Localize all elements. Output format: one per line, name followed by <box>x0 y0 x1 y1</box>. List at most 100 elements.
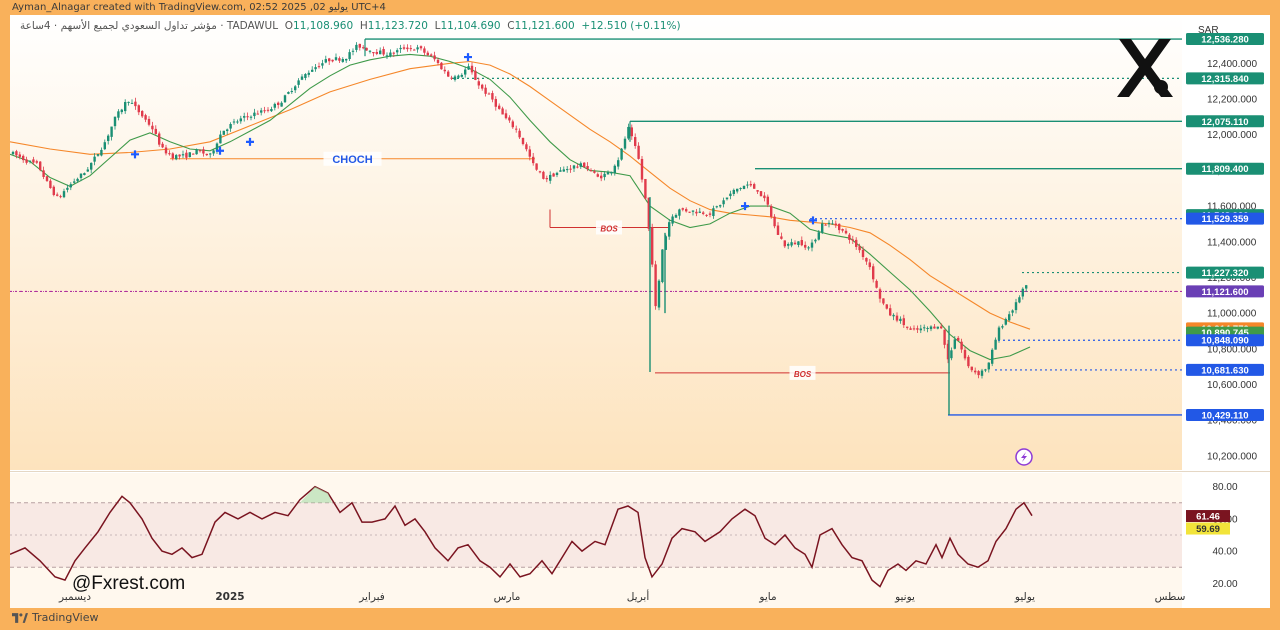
candle-body <box>787 244 790 246</box>
candle-body <box>766 196 769 205</box>
candle-body <box>15 151 18 156</box>
candle-body <box>290 91 293 93</box>
candle-body <box>96 154 100 156</box>
candle-body <box>559 170 562 172</box>
candle-body <box>341 59 344 62</box>
candle-body <box>498 105 501 109</box>
candle-body <box>722 200 725 205</box>
candle-body <box>215 143 219 152</box>
candle-body <box>511 121 514 128</box>
candle-body <box>521 137 525 145</box>
close-value: 11,121.600 <box>514 20 575 32</box>
candle-body <box>943 329 946 345</box>
candle-body <box>851 239 854 241</box>
candle-body <box>810 242 814 248</box>
candle-body <box>246 116 249 118</box>
candle-body <box>797 241 800 245</box>
candle-body <box>861 249 865 257</box>
level-price-tag-text: 10,429.110 <box>1201 410 1248 421</box>
candle-body <box>773 216 776 227</box>
candle-body <box>892 314 895 317</box>
chart-canvas[interactable]: CHOCH BOS BOS 12,400.000 12,200.000 12,000.0… <box>10 15 1270 608</box>
candle-body <box>45 176 49 181</box>
candle-body <box>249 116 253 118</box>
candle-body <box>32 159 35 163</box>
candle-body <box>158 133 161 145</box>
candle-body <box>464 69 467 75</box>
candle-body <box>270 109 273 112</box>
candle-body <box>198 150 202 152</box>
candle-body <box>617 160 620 167</box>
level-price-tag-text: 10,890.745 <box>1201 328 1249 339</box>
candle-body <box>385 55 389 57</box>
candle-body <box>396 50 399 53</box>
candle-body <box>273 103 276 108</box>
candle-body <box>671 216 674 224</box>
candle-body <box>358 43 361 48</box>
candle-body <box>827 222 831 225</box>
rsi-line <box>10 485 1033 588</box>
candle-body <box>647 197 650 229</box>
candle-body <box>783 240 786 247</box>
sma-fast-line <box>10 53 1031 361</box>
candle-body <box>736 188 739 192</box>
candle-body <box>11 151 15 155</box>
candle-body <box>280 102 283 107</box>
close-label: C <box>507 20 515 32</box>
candle-body <box>18 154 21 157</box>
candle-body <box>702 212 705 214</box>
candle-body <box>732 189 735 194</box>
candle-body <box>192 153 195 155</box>
candle-body <box>406 47 409 50</box>
candle-body <box>447 71 450 77</box>
candle-body <box>368 50 372 52</box>
candle-body <box>576 166 579 168</box>
candle-body <box>467 66 470 70</box>
level-price-tag <box>1186 334 1264 347</box>
candle-body <box>603 173 606 178</box>
candle-body <box>430 54 433 56</box>
level-price-tag <box>1186 285 1264 298</box>
candle-body <box>362 47 365 49</box>
candle-body <box>640 158 644 180</box>
candle-body <box>283 95 287 103</box>
level-price-tag <box>1186 115 1264 128</box>
candle-body <box>161 143 164 148</box>
candle-body <box>987 362 990 370</box>
time-tick-label: يوليو <box>1014 591 1035 603</box>
candle-body <box>1025 285 1028 289</box>
candle-body <box>202 149 205 154</box>
candle-body <box>402 47 406 49</box>
candle-body <box>120 109 123 113</box>
chart-panel[interactable]: CHOCH BOS BOS 12,400.000 12,200.000 12,000.0… <box>10 15 1270 608</box>
level-price-tag <box>1186 408 1264 421</box>
candle-body <box>297 80 300 85</box>
candle-body <box>107 135 110 141</box>
rsi-current-tag-text: 61.46 <box>1196 512 1220 523</box>
candle-body <box>831 223 834 225</box>
candle-body <box>175 155 178 160</box>
low-value: 11,104.690 <box>440 20 501 32</box>
candle-body <box>936 326 939 329</box>
candle-body <box>953 339 956 349</box>
candle-body <box>688 211 691 213</box>
candle-body <box>113 116 117 127</box>
high-value: 11,123.720 <box>367 20 428 32</box>
price-tick-label: 10,600.000 <box>1207 380 1257 391</box>
candle-body <box>882 298 885 304</box>
candle-body <box>181 154 185 156</box>
candle-body <box>637 145 640 159</box>
time-tick-label: فبراير <box>358 591 385 603</box>
price-tick-label: 12,000.000 <box>1207 130 1257 141</box>
alert-icon[interactable] <box>1015 448 1033 466</box>
candle-body <box>569 168 572 170</box>
time-axis[interactable]: ديسمبر 2025 فبراير مارس أبريل مايو يونيو يوليو س… <box>58 589 1185 603</box>
candle-body <box>967 356 970 367</box>
candle-body <box>300 76 304 80</box>
symbol-name: مؤشر تداول السعودي لجميع الأسهم · 4ساعة … <box>20 20 279 32</box>
moving-averages-group <box>10 53 1031 361</box>
candle-body <box>807 247 810 249</box>
candle-body <box>977 371 980 376</box>
candle-body <box>610 171 613 174</box>
